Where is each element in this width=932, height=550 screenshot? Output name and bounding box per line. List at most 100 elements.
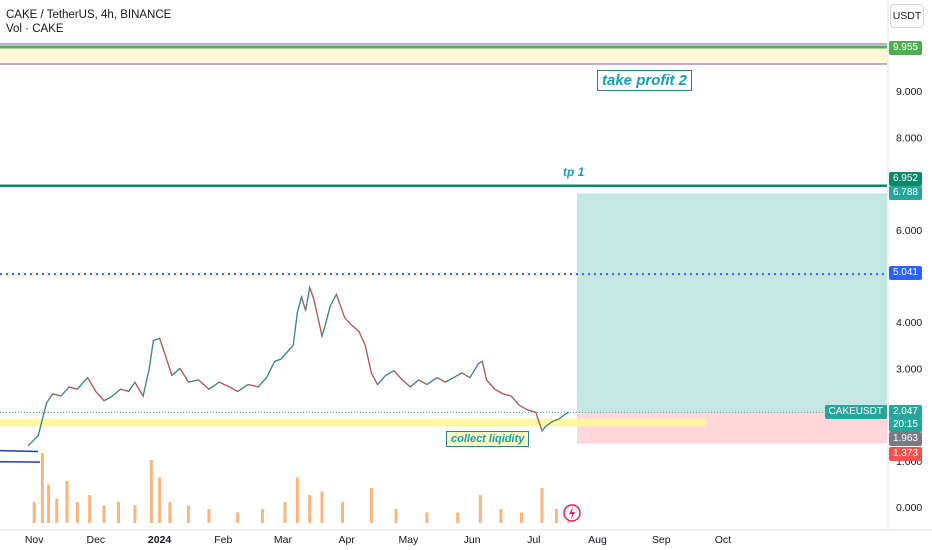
price-segment <box>120 388 129 393</box>
price-segment <box>350 324 360 332</box>
volume-bar <box>47 484 51 523</box>
x-tick-label: Jul <box>527 534 540 546</box>
price-segment <box>552 418 559 423</box>
y-tick-label: 9.000 <box>896 86 922 98</box>
volume-bar <box>394 509 398 523</box>
volume-bar <box>554 509 558 523</box>
price-segment <box>280 351 288 360</box>
volume-bar <box>283 502 287 523</box>
lightning-icon-bolt <box>569 507 575 519</box>
price-segment <box>313 298 319 318</box>
symbol-title[interactable]: CAKE / TetherUS, 4h, BINANCE <box>6 9 172 21</box>
price-segment <box>274 358 282 363</box>
price-segment <box>335 294 346 318</box>
entry-price-label: 1.963 <box>888 432 922 446</box>
tp2-zone <box>0 46 887 65</box>
last-price-label: 2.047 <box>888 405 922 419</box>
price-segment <box>300 296 307 311</box>
x-tick-label: Oct <box>715 534 731 546</box>
volume-bar <box>320 491 324 523</box>
price-segment <box>128 381 136 392</box>
price-segment <box>229 386 239 393</box>
price-segment <box>558 414 565 420</box>
price-segment <box>134 381 144 397</box>
price-segment <box>142 368 150 397</box>
price-segment <box>188 379 199 383</box>
price-segment <box>265 361 276 378</box>
y-tick-label: 0.000 <box>896 502 922 514</box>
price-segment <box>426 377 438 386</box>
price-segment <box>257 377 267 388</box>
price-segment <box>370 372 379 385</box>
currency-button[interactable]: USDT <box>890 4 924 28</box>
price-segment <box>198 379 210 390</box>
price-segment <box>461 372 471 379</box>
price-segment <box>218 381 230 388</box>
volume-bar <box>116 502 120 523</box>
volume-bar <box>168 502 172 523</box>
price-segment <box>418 379 428 386</box>
volume-bar <box>456 512 460 523</box>
volume-bar <box>40 453 44 523</box>
x-tick-label: Feb <box>214 534 232 546</box>
price-segment <box>436 377 446 383</box>
volume-bar <box>133 505 137 523</box>
price-segment <box>469 363 479 378</box>
volume-bar <box>478 495 482 523</box>
tp1-price-label: 6.952 <box>888 172 922 186</box>
y-tick-label: 4.000 <box>896 317 922 329</box>
price-segment <box>95 391 105 402</box>
price-segment <box>510 395 520 406</box>
price-segment <box>502 393 512 397</box>
volume-indicator-label[interactable]: Vol · CAKE <box>6 23 64 35</box>
price-segment <box>329 294 337 307</box>
x-tick-label: Nov <box>25 534 44 546</box>
price-segment <box>60 386 70 397</box>
stop-price-label: 1.373 <box>888 447 922 461</box>
price-segment <box>171 367 181 376</box>
volume-bar <box>519 512 523 523</box>
volume-bar <box>186 505 190 523</box>
price-segment <box>103 395 113 402</box>
volume-bar <box>341 502 345 523</box>
price-segment <box>385 370 395 376</box>
volume-bar <box>207 509 211 523</box>
volume-bar <box>149 460 153 523</box>
price-segment <box>52 393 62 397</box>
liquidity-label[interactable]: collect liqidity <box>446 431 530 447</box>
chart-header: CAKE / TetherUS, 4h, BINANCE Vol · CAKE <box>6 8 171 36</box>
x-tick-label: Sep <box>652 534 671 546</box>
price-segment <box>377 374 387 385</box>
volume-bar <box>236 512 240 523</box>
price-segment <box>564 411 570 416</box>
price-segment <box>535 412 543 431</box>
bar-countdown-label: 20:15 <box>888 418 922 432</box>
price-segment <box>519 404 528 411</box>
x-tick-label: Aug <box>588 534 607 546</box>
price-segment <box>358 331 366 346</box>
volume-bar <box>65 481 69 523</box>
price-segment <box>477 360 483 365</box>
price-segment <box>494 388 504 395</box>
y-tick-label: 8.000 <box>896 132 922 144</box>
x-tick-label: Dec <box>87 534 106 546</box>
volume-bar <box>308 495 312 523</box>
x-tick-label: 2024 <box>148 534 172 546</box>
x-tick-label: Mar <box>274 534 293 546</box>
volume-bar <box>88 495 92 523</box>
price-segment <box>527 409 536 413</box>
volume-bar <box>540 488 544 523</box>
volume-bar <box>499 509 503 523</box>
price-segment <box>159 338 167 358</box>
price-segment <box>111 388 121 397</box>
price-segment <box>401 379 411 388</box>
take-profit-2-label[interactable]: take profit 2 <box>597 70 693 91</box>
price-segment <box>364 345 372 374</box>
price-segment <box>309 287 315 300</box>
price-segment <box>325 305 331 323</box>
price-segment <box>292 312 298 346</box>
volume-bar <box>102 505 106 523</box>
tp1-label[interactable]: tp 1 <box>563 165 585 179</box>
